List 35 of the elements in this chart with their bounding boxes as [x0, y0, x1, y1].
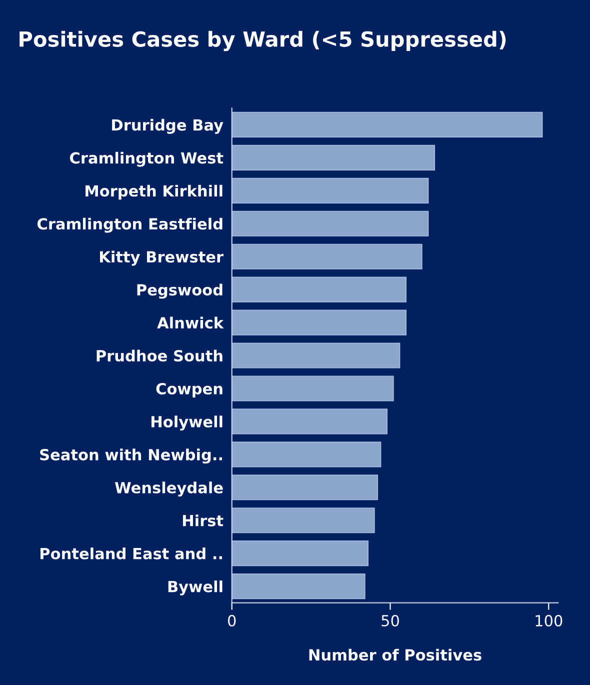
x-axis-title: Number of Positives: [309, 648, 482, 661]
y-tick-label: Druridge Bay: [112, 118, 224, 134]
bar: [232, 342, 400, 368]
y-tick-label: Pegswood: [137, 284, 222, 299]
bar: [232, 574, 366, 600]
y-tick-label: Wensleydale: [114, 482, 223, 496]
y-tick-label: Seaton with Newbig..: [40, 448, 222, 464]
bar: [232, 474, 378, 500]
y-tick-label: Prudhoe South: [96, 350, 222, 362]
x-tick-label: 100: [536, 614, 562, 626]
y-tick-label: Alnwick: [157, 316, 224, 329]
y-tick-label: Cowpen: [156, 382, 222, 398]
bar: [232, 144, 436, 170]
bar: [232, 210, 429, 236]
y-tick-label: Morpeth Kirkhill: [86, 184, 222, 200]
bar: [232, 540, 368, 566]
y-tick-label: Hirst: [182, 514, 224, 526]
y-tick-label: Cramlington Eastfield: [37, 218, 222, 233]
x-tick-label: 50: [382, 614, 399, 626]
y-tick-label: Holywell: [152, 416, 222, 431]
chart-title: Positives Cases by Ward (<5 Suppressed): [20, 30, 506, 52]
x-tick-label: 0: [228, 614, 236, 626]
bar: [232, 376, 394, 402]
y-tick-label: Ponteland East and ..: [40, 548, 222, 560]
bar: [232, 112, 543, 138]
y-tick-label: Bywell: [168, 580, 222, 596]
y-tick-label: Cramlington West: [70, 152, 224, 167]
bar: [232, 408, 388, 434]
y-tick-label: Kitty Brewster: [100, 250, 224, 266]
bar: [232, 442, 382, 468]
bar: [232, 508, 375, 534]
bar: [232, 310, 407, 336]
bar: [232, 244, 422, 270]
bar: [232, 178, 429, 204]
bar: [232, 276, 407, 302]
